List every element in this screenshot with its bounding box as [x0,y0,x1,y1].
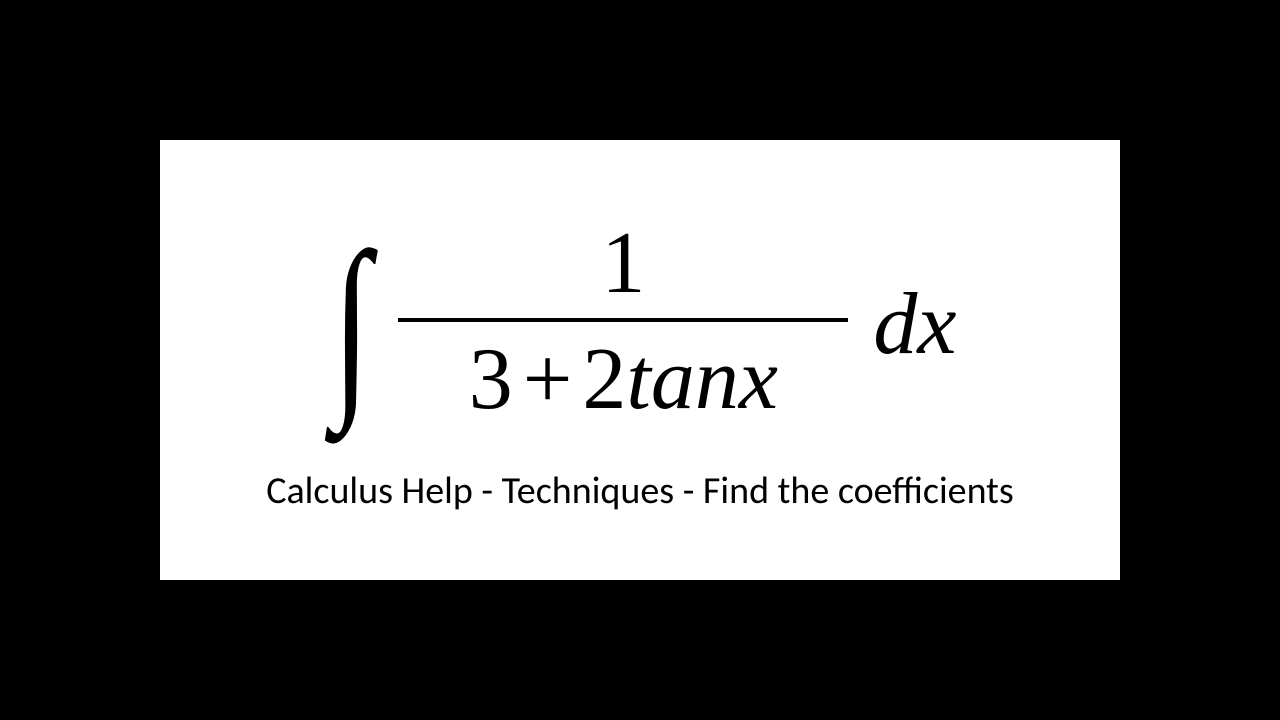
denom-const-a: 3 [469,331,513,428]
denominator: 3+2tanx [469,322,778,433]
math-card: ∫ 1 3+2tanx dx Calculus Help - Technique… [160,140,1120,580]
integral-equation: ∫ 1 3+2tanx dx [324,216,957,432]
integral-symbol: ∫ [332,224,370,424]
denom-plus: + [523,331,573,428]
denom-func: tanx [626,331,778,428]
denom-const-b: 2 [582,331,626,428]
fraction: 1 3+2tanx [398,216,848,432]
numerator: 1 [601,216,645,318]
differential: dx [873,274,956,375]
caption-text: Calculus Help - Techniques - Find the co… [266,468,1014,514]
